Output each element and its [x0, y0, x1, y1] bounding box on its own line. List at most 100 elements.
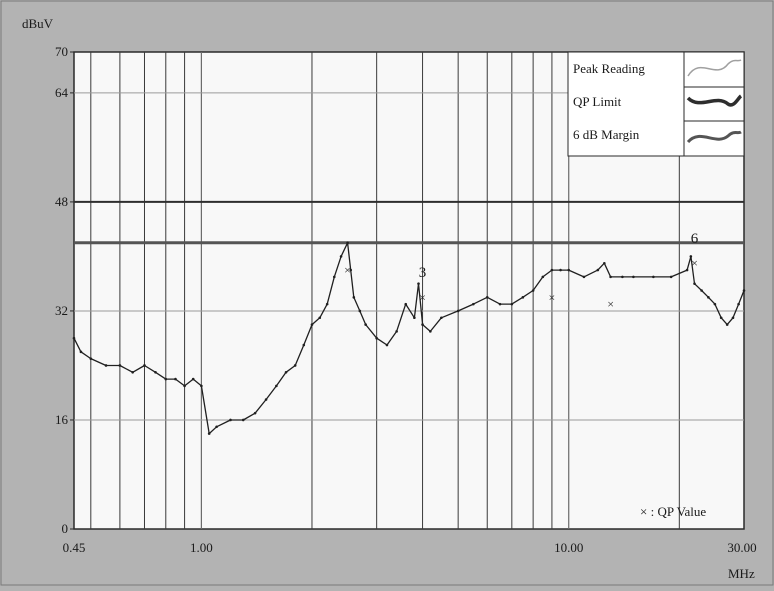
- data-point: [559, 268, 562, 272]
- data-point: [550, 268, 554, 272]
- y-tick-label: 48: [55, 194, 68, 209]
- data-point: [531, 289, 535, 292]
- data-point: [652, 275, 655, 279]
- data-point: [207, 432, 211, 435]
- data-point: [104, 364, 108, 367]
- legend: Peak Reading QP Limit 6 dB Margin: [567, 51, 745, 157]
- data-point: [669, 275, 673, 279]
- data-point: [183, 384, 186, 388]
- y-tick-label: 64: [55, 85, 69, 100]
- data-point: [685, 268, 689, 272]
- y-axis-label: dBuV: [22, 16, 54, 31]
- data-point: [349, 268, 353, 272]
- data-point: [358, 309, 362, 313]
- qp-value-marker: ×: [691, 256, 698, 270]
- data-point: [325, 302, 329, 306]
- legend-label-margin: 6 dB Margin: [573, 127, 640, 142]
- x-tick-label: 10.00: [554, 540, 583, 555]
- limit-layer: [74, 200, 744, 245]
- y-tick-label: 32: [55, 303, 68, 318]
- data-point: [472, 302, 475, 306]
- data-point: [742, 289, 746, 292]
- y-tick-label: 70: [55, 44, 68, 59]
- series-layer: [72, 241, 746, 435]
- data-point: [89, 357, 93, 360]
- data-point: [567, 268, 571, 272]
- data-point: [72, 336, 76, 340]
- data-point: [510, 302, 514, 306]
- qp-value-annotation: × : QP Value: [640, 504, 706, 519]
- data-point: [253, 411, 257, 415]
- data-point: [417, 282, 420, 285]
- data-point: [737, 302, 740, 306]
- qp-value-marker: ×: [344, 263, 351, 277]
- data-point: [440, 316, 443, 320]
- data-point: [689, 255, 693, 258]
- legend-swatch-peak: [687, 59, 742, 77]
- y-tick-label: 0: [62, 521, 69, 536]
- data-point: [421, 323, 424, 326]
- data-point: [725, 323, 729, 326]
- x-tick-label: 0.45: [63, 540, 86, 555]
- data-point: [719, 316, 723, 320]
- data-point: [582, 275, 586, 279]
- x-axis-label: MHz: [728, 566, 755, 581]
- qp-value-marker: ×: [549, 290, 556, 304]
- data-point: [700, 289, 703, 292]
- legend-swatch-qp-limit: [686, 94, 743, 107]
- data-point: [456, 309, 460, 313]
- data-point: [332, 275, 336, 279]
- data-point: [364, 323, 367, 326]
- data-point: [346, 241, 349, 245]
- data-point: [318, 316, 322, 320]
- data-point: [79, 350, 83, 354]
- data-point: [521, 296, 525, 299]
- data-point: [118, 364, 122, 367]
- data-point: [302, 343, 306, 347]
- data-point: [707, 296, 710, 299]
- data-point: [621, 275, 624, 279]
- data-point: [200, 384, 203, 388]
- qp-value-marker: ×: [419, 290, 426, 304]
- data-point: [339, 255, 343, 258]
- data-point: [375, 336, 378, 340]
- data-point: [164, 377, 168, 381]
- data-point: [404, 302, 408, 306]
- data-point: [413, 316, 416, 320]
- y-tick-label: 16: [55, 412, 69, 427]
- legend-label-qp-limit: QP Limit: [573, 94, 622, 109]
- data-point: [485, 296, 489, 299]
- data-point: [215, 425, 218, 429]
- data-point: [429, 330, 432, 333]
- marker-label: 6: [691, 231, 699, 247]
- data-point: [264, 398, 268, 401]
- data-point: [603, 261, 606, 265]
- series-peak-reading: [73, 242, 745, 435]
- data-point: [596, 268, 600, 272]
- data-point: [693, 282, 696, 285]
- legend-label-peak: Peak Reading: [573, 61, 645, 76]
- data-point: [275, 384, 278, 388]
- data-point: [609, 275, 612, 279]
- data-point: [229, 418, 232, 422]
- data-point: [241, 418, 245, 422]
- data-point: [632, 275, 635, 279]
- data-point: [131, 370, 134, 374]
- x-tick-label: 1.00: [190, 540, 213, 555]
- marker-label: 3: [419, 265, 427, 281]
- data-point: [174, 377, 177, 381]
- data-point: [713, 302, 717, 306]
- data-point: [310, 323, 314, 326]
- tick-layer: 0 16 32 48 64 70 0.45 1.00 10.00 30.00: [55, 44, 757, 555]
- data-point: [154, 370, 157, 374]
- data-point: [191, 377, 195, 381]
- data-point: [293, 364, 297, 367]
- data-point: [385, 343, 389, 347]
- data-point: [731, 316, 735, 320]
- data-point: [143, 364, 146, 367]
- data-point: [498, 302, 502, 306]
- qp-value-marker: ×: [607, 297, 614, 311]
- legend-swatch-margin: [686, 130, 742, 144]
